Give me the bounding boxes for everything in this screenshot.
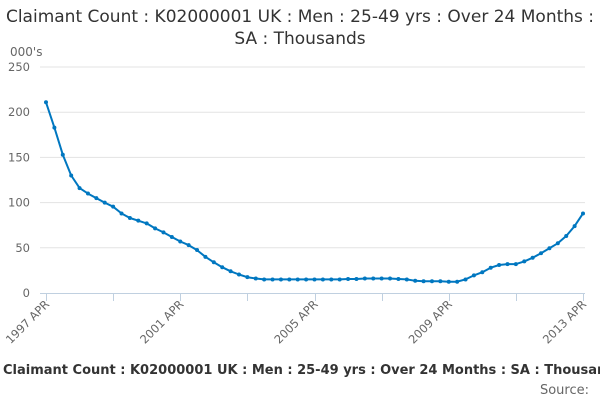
gridlines (40, 66, 585, 249)
data-point[interactable] (539, 251, 544, 256)
data-point[interactable] (581, 211, 585, 216)
data-point[interactable] (530, 255, 535, 260)
data-point[interactable] (555, 241, 560, 246)
data-point[interactable] (195, 248, 200, 253)
data-point[interactable] (127, 215, 132, 220)
data-point[interactable] (169, 234, 174, 239)
data-point[interactable] (480, 270, 485, 275)
data-point[interactable] (211, 260, 216, 265)
data-point[interactable] (488, 265, 493, 270)
data-point[interactable] (379, 276, 384, 281)
data-point[interactable] (463, 277, 468, 282)
data-point[interactable] (572, 224, 577, 229)
legend-item[interactable]: Claimant Count : K02000001 UK : Men : 25… (0, 363, 600, 378)
data-point[interactable] (312, 277, 317, 282)
data-point[interactable] (354, 276, 359, 281)
data-point[interactable] (362, 276, 367, 281)
data-point[interactable] (85, 191, 90, 196)
x-tick-label: 2009 APR (406, 297, 455, 346)
data-point[interactable] (102, 200, 107, 205)
y-tick-label: 0 (23, 286, 30, 300)
data-point[interactable] (421, 279, 426, 284)
data-point[interactable] (320, 277, 325, 282)
data-point[interactable] (522, 259, 527, 264)
legend-label: Claimant Count : K02000001 UK : Men : 25… (3, 363, 600, 378)
data-point[interactable] (404, 277, 409, 282)
data-point[interactable] (505, 262, 510, 267)
data-point[interactable] (262, 277, 267, 282)
data-point[interactable] (253, 276, 258, 281)
data-point[interactable] (438, 279, 443, 284)
data-point[interactable] (270, 277, 275, 282)
data-point[interactable] (236, 272, 241, 277)
data-point[interactable] (77, 186, 82, 191)
y-tick-label: 200 (8, 105, 30, 119)
chart-title: Claimant Count : K02000001 UK : Men : 25… (5, 7, 595, 49)
data-point[interactable] (245, 275, 250, 280)
data-point[interactable] (94, 196, 99, 201)
data-point[interactable] (346, 276, 351, 281)
data-point[interactable] (44, 100, 48, 105)
data-point[interactable] (497, 262, 502, 267)
x-axis: 1997 APR 2001 APR 2005 APR 2009 APR 2013 APR (3, 293, 589, 347)
data-point[interactable] (429, 279, 434, 284)
data-point[interactable] (446, 279, 451, 284)
data-point[interactable] (220, 265, 225, 270)
data-point[interactable] (287, 277, 292, 282)
data-point[interactable] (388, 276, 393, 281)
data-point[interactable] (371, 276, 376, 281)
data-point[interactable] (329, 277, 334, 282)
x-tick-label: 1997 APR (3, 297, 52, 346)
data-point[interactable] (136, 218, 141, 223)
data-point[interactable] (278, 277, 283, 282)
x-tick-label: 2001 APR (137, 297, 186, 346)
data-point[interactable] (295, 277, 300, 282)
data-point[interactable] (304, 277, 309, 282)
data-point[interactable] (144, 221, 149, 226)
data-point[interactable] (228, 269, 233, 274)
y-tick-label: 100 (8, 196, 30, 210)
data-point[interactable] (413, 278, 418, 283)
y-axis: 0 50 100 150 200 250 (8, 60, 30, 300)
data-point[interactable] (69, 173, 74, 178)
series-line[interactable] (44, 100, 585, 284)
data-point[interactable] (178, 239, 183, 244)
data-point[interactable] (203, 254, 208, 259)
y-tick-label: 150 (8, 150, 30, 164)
data-point[interactable] (337, 277, 342, 282)
data-point[interactable] (471, 273, 476, 278)
source-label: Source: (539, 383, 589, 398)
x-tick-label: 2013 APR (540, 297, 589, 346)
data-point[interactable] (564, 234, 569, 239)
data-point[interactable] (161, 230, 166, 235)
data-point[interactable] (60, 152, 65, 157)
y-tick-label: 50 (15, 241, 30, 255)
data-point[interactable] (186, 243, 191, 248)
y-tick-label: 250 (8, 60, 30, 74)
data-point[interactable] (513, 262, 518, 267)
data-point[interactable] (52, 125, 57, 130)
data-point[interactable] (119, 211, 124, 216)
data-point[interactable] (455, 279, 460, 284)
series-path[interactable] (45, 101, 584, 283)
data-point[interactable] (396, 276, 401, 281)
y-axis-label: 000's (10, 45, 42, 59)
data-point[interactable] (547, 246, 552, 251)
data-point[interactable] (111, 204, 116, 209)
data-point[interactable] (153, 226, 158, 231)
x-tick-label: 2005 APR (271, 297, 320, 346)
